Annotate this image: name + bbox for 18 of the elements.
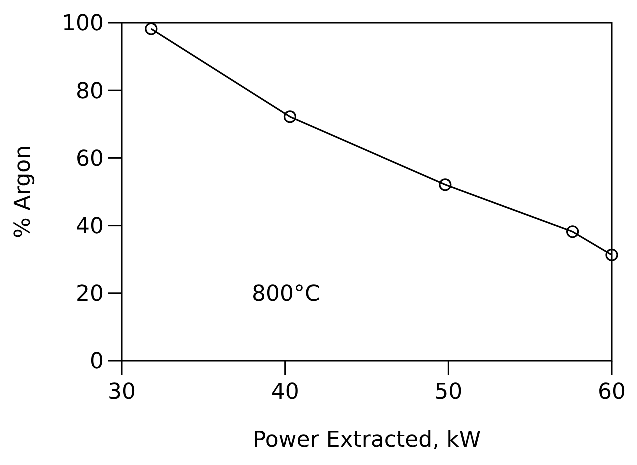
point: [606, 248, 618, 262]
y-tick-label: 20: [76, 282, 104, 308]
x-tick-label: 30: [108, 380, 136, 405]
y-tick-label: 40: [76, 214, 104, 240]
x-axis-title: Power Extracted, kW: [252, 428, 482, 453]
y-tick-label: 0: [90, 350, 104, 375]
point: [145, 22, 158, 36]
x-tick-label: 40: [271, 380, 300, 405]
annotation: 800°C: [252, 282, 320, 308]
point: [439, 178, 452, 192]
y-tick-label: 100: [62, 12, 104, 37]
y-tick-label: 60: [76, 146, 104, 172]
point: [566, 226, 580, 238]
y-axis-title: % Argon: [11, 146, 36, 238]
point: [284, 110, 297, 124]
y-tick-label: 80: [76, 79, 104, 104]
x-tick-label: 60: [598, 380, 626, 405]
x-tick-label: 50: [434, 380, 463, 405]
